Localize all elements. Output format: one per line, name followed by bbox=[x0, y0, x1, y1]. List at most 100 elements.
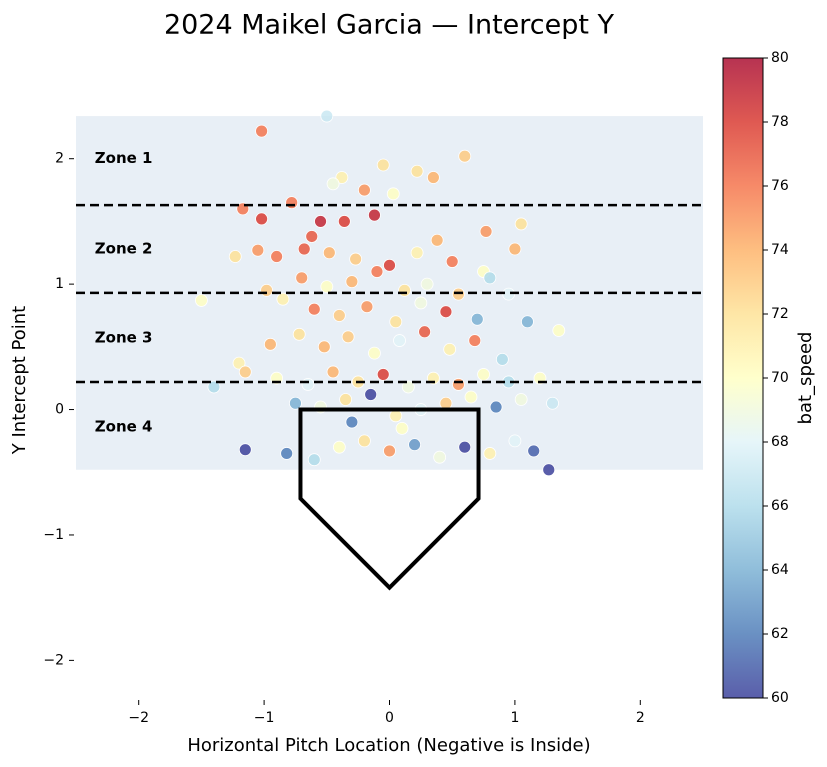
point bbox=[232, 356, 246, 370]
x-tick-label: −1 bbox=[254, 710, 275, 726]
point bbox=[408, 438, 421, 452]
point bbox=[426, 171, 440, 184]
point bbox=[320, 280, 334, 294]
colorbar-label: bat_speed bbox=[795, 332, 816, 425]
colorbar-tick-label: 74 bbox=[771, 242, 789, 258]
x-tick-label: 0 bbox=[385, 710, 394, 726]
colorbar-tick-label: 62 bbox=[771, 626, 789, 642]
point bbox=[305, 230, 319, 243]
point bbox=[238, 365, 252, 379]
point bbox=[383, 444, 396, 458]
point bbox=[477, 368, 490, 381]
point bbox=[301, 378, 315, 391]
point bbox=[337, 215, 351, 228]
point bbox=[326, 177, 340, 191]
point bbox=[345, 415, 359, 429]
point bbox=[341, 330, 355, 344]
point bbox=[527, 444, 541, 458]
point bbox=[255, 124, 268, 138]
y-tick-label: 2 bbox=[55, 151, 64, 167]
point bbox=[410, 246, 424, 260]
point bbox=[443, 342, 457, 356]
point bbox=[389, 409, 403, 423]
point bbox=[452, 287, 465, 301]
point bbox=[260, 283, 274, 297]
point bbox=[280, 447, 294, 460]
point bbox=[345, 275, 359, 289]
scatter-points bbox=[194, 109, 566, 477]
point bbox=[263, 337, 277, 351]
y-tick-label: −1 bbox=[43, 527, 64, 543]
point bbox=[285, 196, 299, 210]
colorbar-tick-label: 78 bbox=[771, 114, 789, 130]
point bbox=[376, 158, 390, 172]
point bbox=[289, 396, 302, 410]
point bbox=[410, 164, 424, 178]
point bbox=[292, 327, 306, 341]
point bbox=[398, 283, 411, 297]
point bbox=[508, 242, 522, 256]
x-tick-label: 2 bbox=[636, 710, 645, 726]
point bbox=[251, 243, 265, 257]
y-axis-label: Y Intercept Point bbox=[9, 306, 30, 455]
point bbox=[439, 396, 453, 410]
point bbox=[552, 324, 566, 337]
point bbox=[514, 217, 528, 231]
point bbox=[433, 450, 447, 464]
colorbar-tick-label: 64 bbox=[771, 562, 789, 578]
point bbox=[395, 421, 409, 435]
point bbox=[546, 396, 559, 410]
zone-label: Zone 1 bbox=[95, 149, 153, 167]
point bbox=[332, 309, 346, 322]
point bbox=[358, 183, 371, 197]
point bbox=[514, 393, 528, 406]
point bbox=[276, 292, 290, 306]
point bbox=[483, 447, 497, 460]
point bbox=[207, 380, 221, 394]
point bbox=[479, 225, 493, 238]
point bbox=[368, 208, 381, 222]
point bbox=[495, 352, 509, 366]
point bbox=[317, 340, 331, 354]
point bbox=[393, 334, 406, 347]
point bbox=[326, 365, 340, 379]
point bbox=[349, 252, 363, 266]
point bbox=[335, 171, 349, 184]
point bbox=[383, 258, 396, 272]
point bbox=[255, 212, 268, 226]
colorbar-tick-label: 66 bbox=[771, 498, 789, 514]
colorbar-tick-label: 70 bbox=[771, 370, 789, 386]
point bbox=[228, 250, 242, 263]
colorbar bbox=[722, 57, 764, 699]
point bbox=[430, 233, 444, 247]
point bbox=[521, 315, 534, 329]
zone-label: Zone 4 bbox=[95, 418, 153, 436]
point bbox=[314, 215, 327, 228]
point bbox=[307, 302, 321, 316]
point bbox=[420, 277, 434, 291]
point bbox=[368, 346, 381, 360]
point bbox=[376, 368, 390, 381]
point bbox=[483, 271, 497, 285]
point bbox=[307, 453, 321, 467]
colorbar-tick-label: 76 bbox=[771, 178, 789, 194]
point bbox=[489, 400, 503, 414]
point bbox=[464, 390, 478, 404]
y-tick-label: −2 bbox=[43, 652, 64, 668]
point bbox=[502, 287, 516, 301]
zone-label: Zone 3 bbox=[95, 329, 153, 347]
colorbar-tick-label: 72 bbox=[771, 306, 789, 322]
point bbox=[270, 250, 284, 263]
point bbox=[458, 149, 472, 163]
point bbox=[360, 300, 374, 314]
colorbar-tick-label: 68 bbox=[771, 434, 789, 450]
y-tick-label: 0 bbox=[55, 402, 64, 418]
y-tick-label: 1 bbox=[55, 276, 64, 292]
x-tick-label: −2 bbox=[128, 710, 149, 726]
point bbox=[295, 271, 309, 285]
point bbox=[401, 380, 415, 394]
point bbox=[468, 334, 482, 347]
point bbox=[439, 305, 453, 319]
point bbox=[389, 315, 403, 329]
